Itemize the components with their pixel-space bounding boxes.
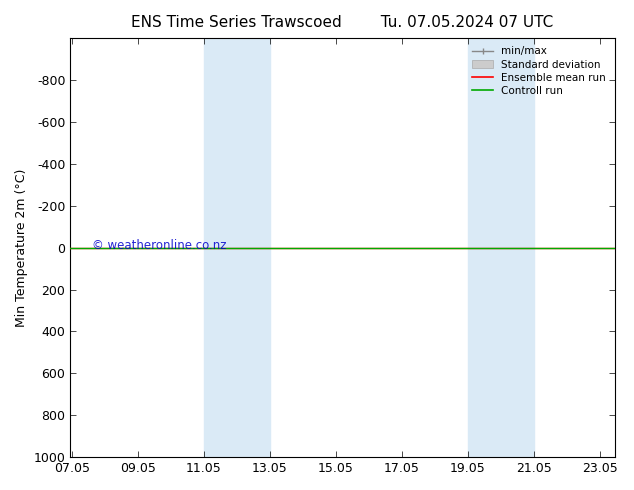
Bar bbox=[468, 38, 534, 457]
Legend: min/max, Standard deviation, Ensemble mean run, Controll run: min/max, Standard deviation, Ensemble me… bbox=[468, 42, 611, 100]
Bar bbox=[204, 38, 270, 457]
Text: © weatheronline.co.nz: © weatheronline.co.nz bbox=[92, 239, 226, 252]
Y-axis label: Min Temperature 2m (°C): Min Temperature 2m (°C) bbox=[15, 169, 28, 327]
Title: ENS Time Series Trawscoed        Tu. 07.05.2024 07 UTC: ENS Time Series Trawscoed Tu. 07.05.2024… bbox=[131, 15, 553, 30]
